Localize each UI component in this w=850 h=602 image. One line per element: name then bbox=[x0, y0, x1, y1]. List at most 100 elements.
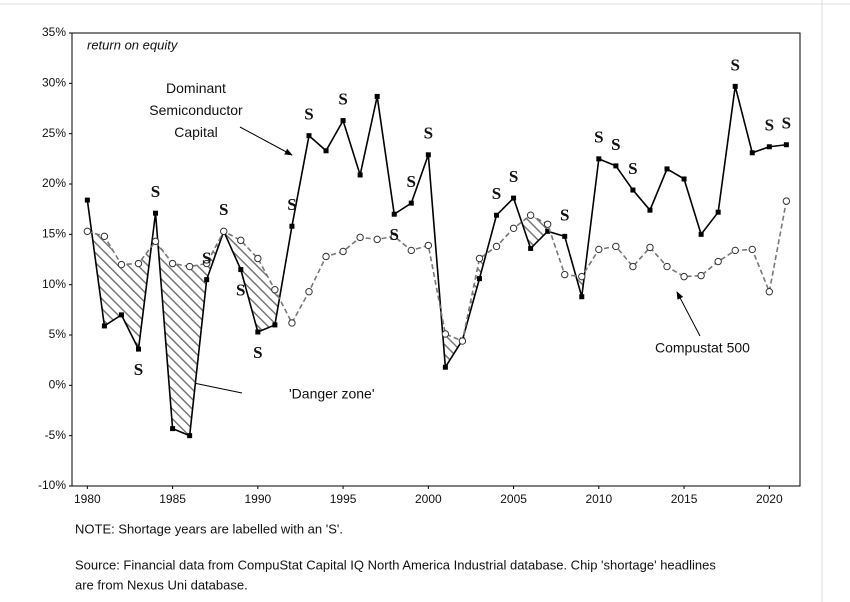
y-tick-label: 10% bbox=[42, 277, 66, 291]
marker bbox=[357, 172, 363, 178]
source: are from Nexus Uni database. bbox=[75, 577, 248, 592]
shortage-label: S bbox=[594, 128, 603, 147]
marker bbox=[681, 176, 687, 182]
shortage-label: S bbox=[202, 249, 211, 268]
marker bbox=[306, 133, 312, 139]
danger-zone-label: 'Danger zone' bbox=[289, 386, 375, 402]
marker bbox=[390, 232, 398, 241]
marker bbox=[117, 260, 126, 269]
marker bbox=[101, 323, 107, 329]
marker bbox=[391, 211, 397, 217]
marker bbox=[698, 231, 704, 237]
shortage-label: S bbox=[151, 182, 160, 201]
marker bbox=[118, 312, 124, 318]
marker bbox=[731, 246, 739, 255]
marker bbox=[170, 426, 176, 432]
y-tick-label: 15% bbox=[42, 227, 66, 241]
marker bbox=[596, 156, 602, 162]
marker bbox=[476, 276, 482, 282]
marker bbox=[458, 337, 467, 345]
marker bbox=[408, 200, 414, 206]
marker bbox=[509, 224, 518, 232]
y-tick-label: 5% bbox=[49, 327, 67, 341]
marker bbox=[732, 83, 738, 89]
shortage-label: S bbox=[730, 55, 739, 74]
marker bbox=[494, 212, 500, 218]
x-tick-label: 1995 bbox=[330, 492, 357, 506]
shortage-label: S bbox=[219, 200, 228, 219]
shortage-label: S bbox=[509, 167, 518, 186]
danger-zone-hatch bbox=[91, 215, 585, 436]
marker bbox=[613, 163, 619, 169]
marker bbox=[545, 228, 551, 234]
marker bbox=[288, 319, 296, 327]
arrow bbox=[676, 291, 701, 337]
marker bbox=[255, 329, 261, 335]
x-tick-label: 2000 bbox=[415, 492, 442, 506]
marker bbox=[83, 227, 92, 236]
marker bbox=[630, 187, 636, 193]
marker bbox=[339, 247, 347, 256]
marker bbox=[561, 270, 569, 279]
marker bbox=[356, 233, 364, 242]
arrow bbox=[239, 126, 293, 156]
marker bbox=[578, 272, 586, 281]
marker bbox=[238, 267, 244, 273]
marker bbox=[612, 242, 620, 251]
shortage-label: S bbox=[611, 135, 620, 154]
series-line bbox=[86, 86, 787, 437]
marker bbox=[305, 288, 313, 296]
marker bbox=[765, 288, 774, 296]
y-label: return on equity bbox=[87, 37, 179, 52]
marker bbox=[492, 242, 501, 251]
marker bbox=[782, 197, 791, 205]
shortage-label: S bbox=[407, 172, 416, 191]
marker bbox=[647, 207, 653, 213]
marker bbox=[475, 254, 484, 263]
x-tick-label: 2005 bbox=[500, 492, 527, 506]
marker bbox=[528, 245, 534, 251]
note: NOTE: Shortage years are labelled with a… bbox=[75, 521, 343, 536]
marker bbox=[715, 209, 721, 215]
marker bbox=[783, 142, 789, 148]
marker bbox=[441, 330, 450, 338]
shortage-label: S bbox=[560, 205, 569, 224]
marker bbox=[646, 243, 654, 252]
marker bbox=[272, 322, 278, 328]
marker bbox=[340, 118, 346, 124]
y-tick-label: -5% bbox=[45, 428, 67, 442]
y-tick-label: -10% bbox=[38, 478, 66, 492]
marker bbox=[204, 277, 210, 283]
marker bbox=[543, 220, 552, 228]
shortage-label: S bbox=[304, 105, 313, 124]
marker bbox=[134, 259, 143, 268]
marker bbox=[749, 150, 755, 156]
shortage-label: S bbox=[782, 114, 791, 133]
marker bbox=[168, 259, 177, 268]
marker bbox=[153, 210, 159, 216]
shortage-label: S bbox=[236, 280, 245, 299]
y-tick-label: 20% bbox=[42, 176, 66, 190]
marker bbox=[442, 364, 448, 370]
marker bbox=[629, 262, 637, 271]
marker bbox=[748, 245, 756, 254]
marker bbox=[100, 232, 109, 241]
marker bbox=[271, 286, 279, 294]
y-tick-label: 0% bbox=[49, 378, 67, 392]
marker bbox=[202, 259, 211, 268]
series-label: Dominant Semiconductor Capital bbox=[149, 80, 243, 140]
marker bbox=[322, 252, 330, 261]
marker bbox=[374, 93, 380, 99]
shortage-label: S bbox=[287, 195, 296, 214]
marker bbox=[135, 346, 141, 352]
marker bbox=[237, 236, 245, 245]
x-tick-label: 1980 bbox=[74, 492, 101, 506]
marker bbox=[425, 152, 431, 158]
x-tick-label: 1985 bbox=[159, 492, 186, 506]
marker bbox=[254, 254, 262, 263]
y-tick-label: 35% bbox=[42, 25, 66, 39]
marker bbox=[289, 223, 295, 229]
shortage-label: S bbox=[338, 89, 347, 108]
marker bbox=[595, 245, 603, 254]
